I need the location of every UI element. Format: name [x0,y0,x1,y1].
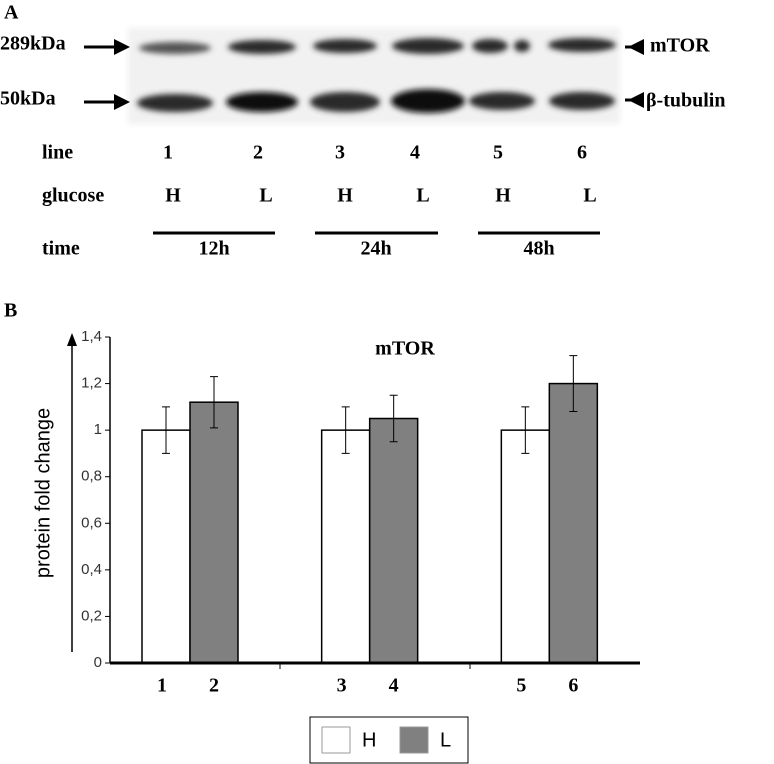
error-bar [210,376,218,429]
lane-number: 4 [410,142,420,164]
legend-swatch [321,726,351,754]
protein-label: β-tubulin [646,90,725,112]
x-tick-label: 3 [337,675,347,697]
bar [141,429,191,664]
blot-bands [137,38,616,113]
y-tick-label: 0,4 [81,561,102,578]
x-tick-label: 5 [516,675,526,697]
bar [368,417,419,664]
y-tick-label: 1,2 [81,375,102,392]
y-tick-label: 0,2 [81,607,102,624]
chart-title: mTOR [375,338,435,360]
ylabel-arrow-head [67,333,77,346]
glucose-level: L [259,185,272,207]
glucose-level: L [416,185,429,207]
lane-number: 5 [493,142,503,164]
error-bar [162,406,170,454]
y-tick-label: 0 [94,654,102,671]
protein-label: mTOR [650,35,710,57]
bar [320,429,371,664]
glucose-level: L [583,185,596,207]
legend-swatch [399,726,429,754]
bar [189,401,239,664]
row-label: line [42,142,73,164]
panel-label: A [4,2,19,24]
y-axis-label: protein fold change [32,408,54,578]
error-bar [521,406,530,454]
lane-number: 6 [577,142,587,164]
lane-number: 3 [335,142,345,164]
bar [548,382,599,664]
glucose-level: H [495,185,511,207]
y-tick-label: 1 [94,421,102,438]
legend [309,716,469,764]
time-label: 12h [198,238,229,260]
error-bar [389,394,398,443]
marker-label: 289kDa [0,33,66,55]
blot-background [128,28,620,124]
time-label: 48h [523,238,554,260]
marker-label: 50kDa [0,88,56,110]
y-tick-label: 0,6 [81,514,102,531]
arrows [84,39,644,110]
glucose-level: H [337,185,353,207]
x-tick-label: 1 [157,675,167,697]
error-bar [569,355,578,413]
lane-number: 1 [163,142,173,164]
x-tick-label: 6 [568,675,578,697]
x-tick-label: 2 [209,675,219,697]
legend-label: H [362,729,376,751]
glucose-level: H [165,185,181,207]
legend-frame [309,716,469,764]
y-tick-label: 1,4 [81,328,102,345]
lane-number: 2 [253,142,263,164]
bar [500,429,551,664]
panel-label: B [4,300,17,322]
time-label: 24h [360,238,391,260]
legend-label: L [440,729,451,751]
row-label: glucose [42,185,104,207]
x-tick-label: 4 [389,675,399,697]
error-bar [341,406,350,454]
y-tick-label: 0,8 [81,468,102,485]
row-label: time [42,238,80,260]
